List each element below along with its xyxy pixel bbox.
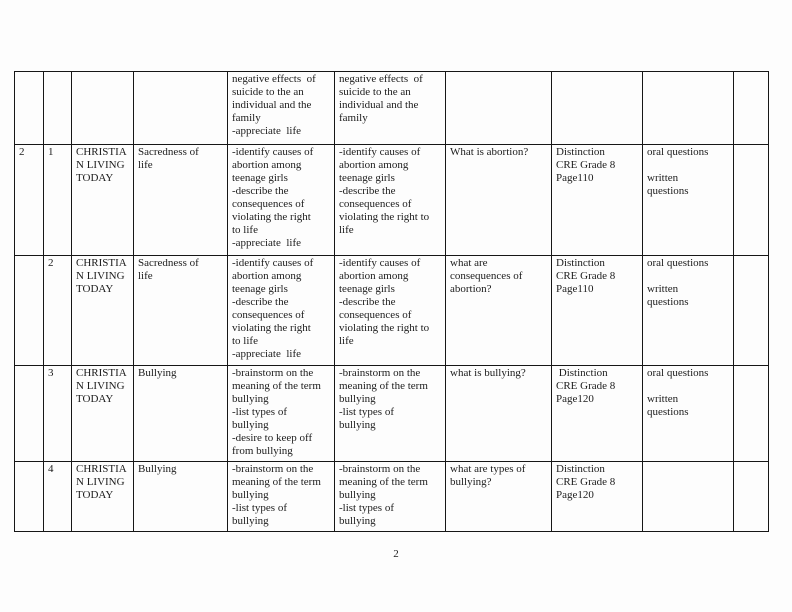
cell-resources: Distinction CRE Grade 8 Page110 [551, 144, 643, 256]
cell-strand: CHRISTIA N LIVING TODAY [71, 255, 134, 366]
cell-strand: CHRISTIA N LIVING TODAY [71, 144, 134, 256]
cell-experiences: -identify causes of abortion among teena… [334, 144, 446, 256]
table-row: 3 CHRISTIA N LIVING TODAY Bullying -brai… [14, 365, 769, 462]
table-row: negative effects of suicide to the an in… [14, 71, 769, 145]
cell-lesson: 1 [43, 144, 72, 256]
cell-substrand: Sacredness of life [133, 144, 228, 256]
cell-outcomes: -identify causes of abortion among teena… [227, 144, 335, 256]
cell-resources: Distinction CRE Grade 8 Page110 [551, 255, 643, 366]
cell-strand: CHRISTIA N LIVING TODAY [71, 365, 134, 462]
cell-remarks [733, 71, 769, 145]
cell-inquiry: what are consequences of abortion? [445, 255, 552, 366]
cell-assessment: oral questions written questions [642, 144, 734, 256]
cell-week [14, 71, 44, 145]
page-number: 2 [393, 548, 399, 560]
cell-lesson: 3 [43, 365, 72, 462]
cell-inquiry: What is abortion? [445, 144, 552, 256]
cell-strand: CHRISTIA N LIVING TODAY [71, 461, 134, 532]
table-row: 2 CHRISTIA N LIVING TODAY Sacredness of … [14, 255, 769, 366]
cell-week [14, 461, 44, 532]
cell-lesson: 2 [43, 255, 72, 366]
cell-remarks [733, 461, 769, 532]
cell-assessment [642, 71, 734, 145]
cell-resources [551, 71, 643, 145]
cell-substrand: Sacredness of life [133, 255, 228, 366]
scheme-of-work-table: negative effects of suicide to the an in… [14, 71, 769, 532]
cell-lesson: 4 [43, 461, 72, 532]
cell-substrand: Bullying [133, 461, 228, 532]
cell-assessment: oral questions written questions [642, 255, 734, 366]
cell-remarks [733, 365, 769, 462]
cell-experiences: -brainstorm on the meaning of the term b… [334, 461, 446, 532]
table-row: 2 1 CHRISTIA N LIVING TODAY Sacredness o… [14, 144, 769, 256]
cell-week [14, 255, 44, 366]
cell-inquiry [445, 71, 552, 145]
cell-experiences: negative effects of suicide to the an in… [334, 71, 446, 145]
cell-lesson [43, 71, 72, 145]
cell-remarks [733, 144, 769, 256]
cell-assessment [642, 461, 734, 532]
cell-week [14, 365, 44, 462]
cell-outcomes: -identify causes of abortion among teena… [227, 255, 335, 366]
cell-resources: Distinction CRE Grade 8 Page120 [551, 461, 643, 532]
table-row: 4 CHRISTIA N LIVING TODAY Bullying -brai… [14, 461, 769, 532]
cell-week: 2 [14, 144, 44, 256]
cell-outcomes: -brainstorm on the meaning of the term b… [227, 365, 335, 462]
cell-experiences: -brainstorm on the meaning of the term b… [334, 365, 446, 462]
cell-outcomes: negative effects of suicide to the an in… [227, 71, 335, 145]
cell-inquiry: what are types of bullying? [445, 461, 552, 532]
cell-experiences: -identify causes of abortion among teena… [334, 255, 446, 366]
cell-remarks [733, 255, 769, 366]
cell-substrand [133, 71, 228, 145]
cell-assessment: oral questions written questions [642, 365, 734, 462]
cell-substrand: Bullying [133, 365, 228, 462]
cell-outcomes: -brainstorm on the meaning of the term b… [227, 461, 335, 532]
cell-resources: Distinction CRE Grade 8 Page120 [551, 365, 643, 462]
cell-inquiry: what is bullying? [445, 365, 552, 462]
cell-strand [71, 71, 134, 145]
